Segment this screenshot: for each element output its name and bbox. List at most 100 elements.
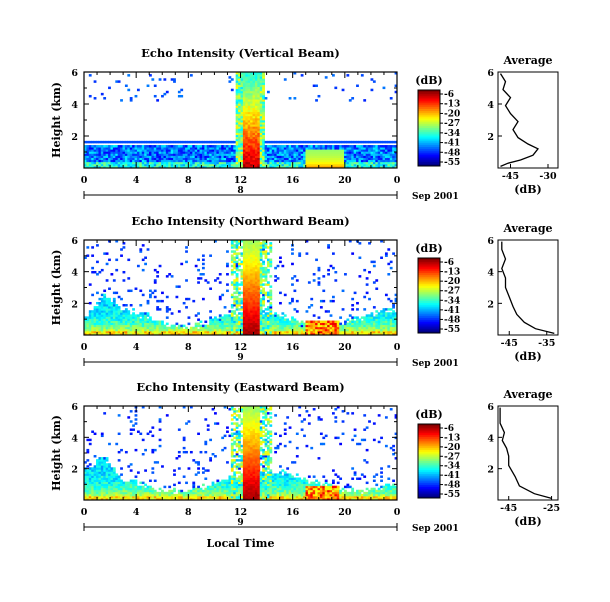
heatmap-cell — [265, 97, 268, 99]
heatmap-cell — [137, 314, 140, 316]
heatmap-cell — [101, 433, 104, 435]
heatmap-cell — [108, 259, 111, 261]
colorbar-tick-label: -6 — [444, 258, 454, 268]
heatmap-cell — [269, 290, 272, 292]
heatmap-cell — [351, 304, 354, 306]
heatmap-cell — [188, 467, 191, 469]
heatmap-cell — [320, 300, 323, 302]
heatmap-cell — [298, 141, 301, 143]
heatmap-cell — [151, 488, 154, 490]
heatmap-cell — [154, 290, 157, 292]
heatmap-cell — [375, 288, 378, 290]
heatmap-cell — [132, 424, 135, 426]
heatmap-cell — [173, 473, 176, 475]
heatmap-cell — [195, 461, 198, 463]
heatmap-cell — [233, 310, 236, 312]
heatmap-cell — [86, 145, 89, 147]
heatmap-cell — [135, 141, 138, 143]
heatmap-cell — [204, 418, 207, 420]
heatmap-cell — [289, 302, 292, 304]
y-tick-label: 6 — [71, 236, 78, 247]
heatmap-cell — [368, 145, 371, 147]
heatmap-cell — [226, 263, 229, 265]
heatmap-cell — [209, 288, 212, 290]
heatmap-cell — [101, 145, 104, 147]
heatmap-cell — [139, 312, 142, 314]
heatmap-cell — [289, 141, 292, 143]
heatmap-cell — [241, 252, 244, 254]
heatmap-cell — [200, 451, 203, 453]
heatmap-cell — [233, 244, 236, 246]
heatmap-cell — [171, 141, 174, 143]
heatmap-cell — [286, 145, 289, 147]
heatmap-cell — [332, 145, 335, 147]
heatmap-cell — [318, 141, 321, 143]
heatmap-cell — [115, 269, 118, 271]
heatmap-cell — [178, 285, 181, 287]
heatmap-cell — [163, 145, 166, 147]
heatmap-cell — [188, 420, 191, 422]
heatmap-cell — [142, 244, 145, 246]
heatmap-cell — [175, 327, 178, 329]
heatmap-cell — [96, 145, 99, 147]
heatmap-cell — [154, 490, 157, 492]
heatmap-cell — [366, 314, 369, 316]
heatmap-cell — [373, 281, 376, 283]
heatmap-cell — [115, 304, 118, 306]
heatmap-cell — [147, 486, 150, 488]
heatmap-cell — [322, 300, 325, 302]
heatmap-cell — [185, 246, 188, 248]
heatmap-cell — [180, 145, 183, 147]
heatmap-cell — [101, 141, 104, 143]
heatmap-cell — [139, 290, 142, 292]
heatmap-cell — [91, 431, 94, 433]
heatmap-cell — [337, 321, 340, 323]
heatmap-cell — [221, 145, 224, 147]
heatmap-cell — [115, 80, 118, 82]
heatmap-cell — [342, 290, 345, 292]
heatmap-cell — [279, 141, 282, 143]
x-tick-label: 0 — [81, 342, 88, 353]
heatmap-cell — [226, 141, 229, 143]
heatmap-cell — [96, 302, 99, 304]
heatmap-cell — [180, 325, 183, 327]
heatmap-cell — [298, 323, 301, 325]
heatmap-cell — [185, 250, 188, 252]
heatmap-cell — [192, 482, 195, 484]
heatmap-cell — [118, 451, 121, 453]
profile-x-tick-label: -45 — [501, 338, 518, 349]
heatmap-cell — [286, 318, 289, 320]
heatmap-cell — [332, 74, 335, 76]
heatmap-cell — [351, 308, 354, 310]
heatmap-cell — [94, 141, 97, 143]
heatmap-cell — [118, 141, 121, 143]
heatmap-cell — [349, 145, 352, 147]
heatmap-cell — [349, 99, 352, 101]
heatmap-cell — [265, 292, 268, 294]
heatmap-cell — [204, 325, 207, 327]
heatmap-cell — [135, 475, 138, 477]
heatmap-cell — [325, 145, 328, 147]
heatmap-cell — [339, 145, 342, 147]
heatmap-cell — [91, 145, 94, 147]
heatmap-cell — [327, 141, 330, 143]
heatmap-cell — [127, 310, 130, 312]
heatmap-cell — [188, 298, 191, 300]
heatmap-cell — [330, 321, 333, 323]
heatmap-cell — [120, 141, 123, 143]
heatmap-cell — [125, 482, 128, 484]
heatmap-cell — [296, 141, 299, 143]
heatmap-cell — [175, 145, 178, 147]
heatmap-cell — [392, 145, 395, 147]
heatmap-cell — [221, 141, 224, 143]
heatmap-cell — [320, 306, 323, 308]
heatmap-cell — [325, 310, 328, 312]
heatmap-cell — [137, 89, 140, 91]
heatmap-cell — [368, 298, 371, 300]
heatmap-cell — [358, 141, 361, 143]
heatmap-cell — [113, 298, 116, 300]
y-tick-label: 6 — [71, 68, 78, 79]
heatmap-cell — [123, 310, 126, 312]
heatmap-cell — [185, 451, 188, 453]
